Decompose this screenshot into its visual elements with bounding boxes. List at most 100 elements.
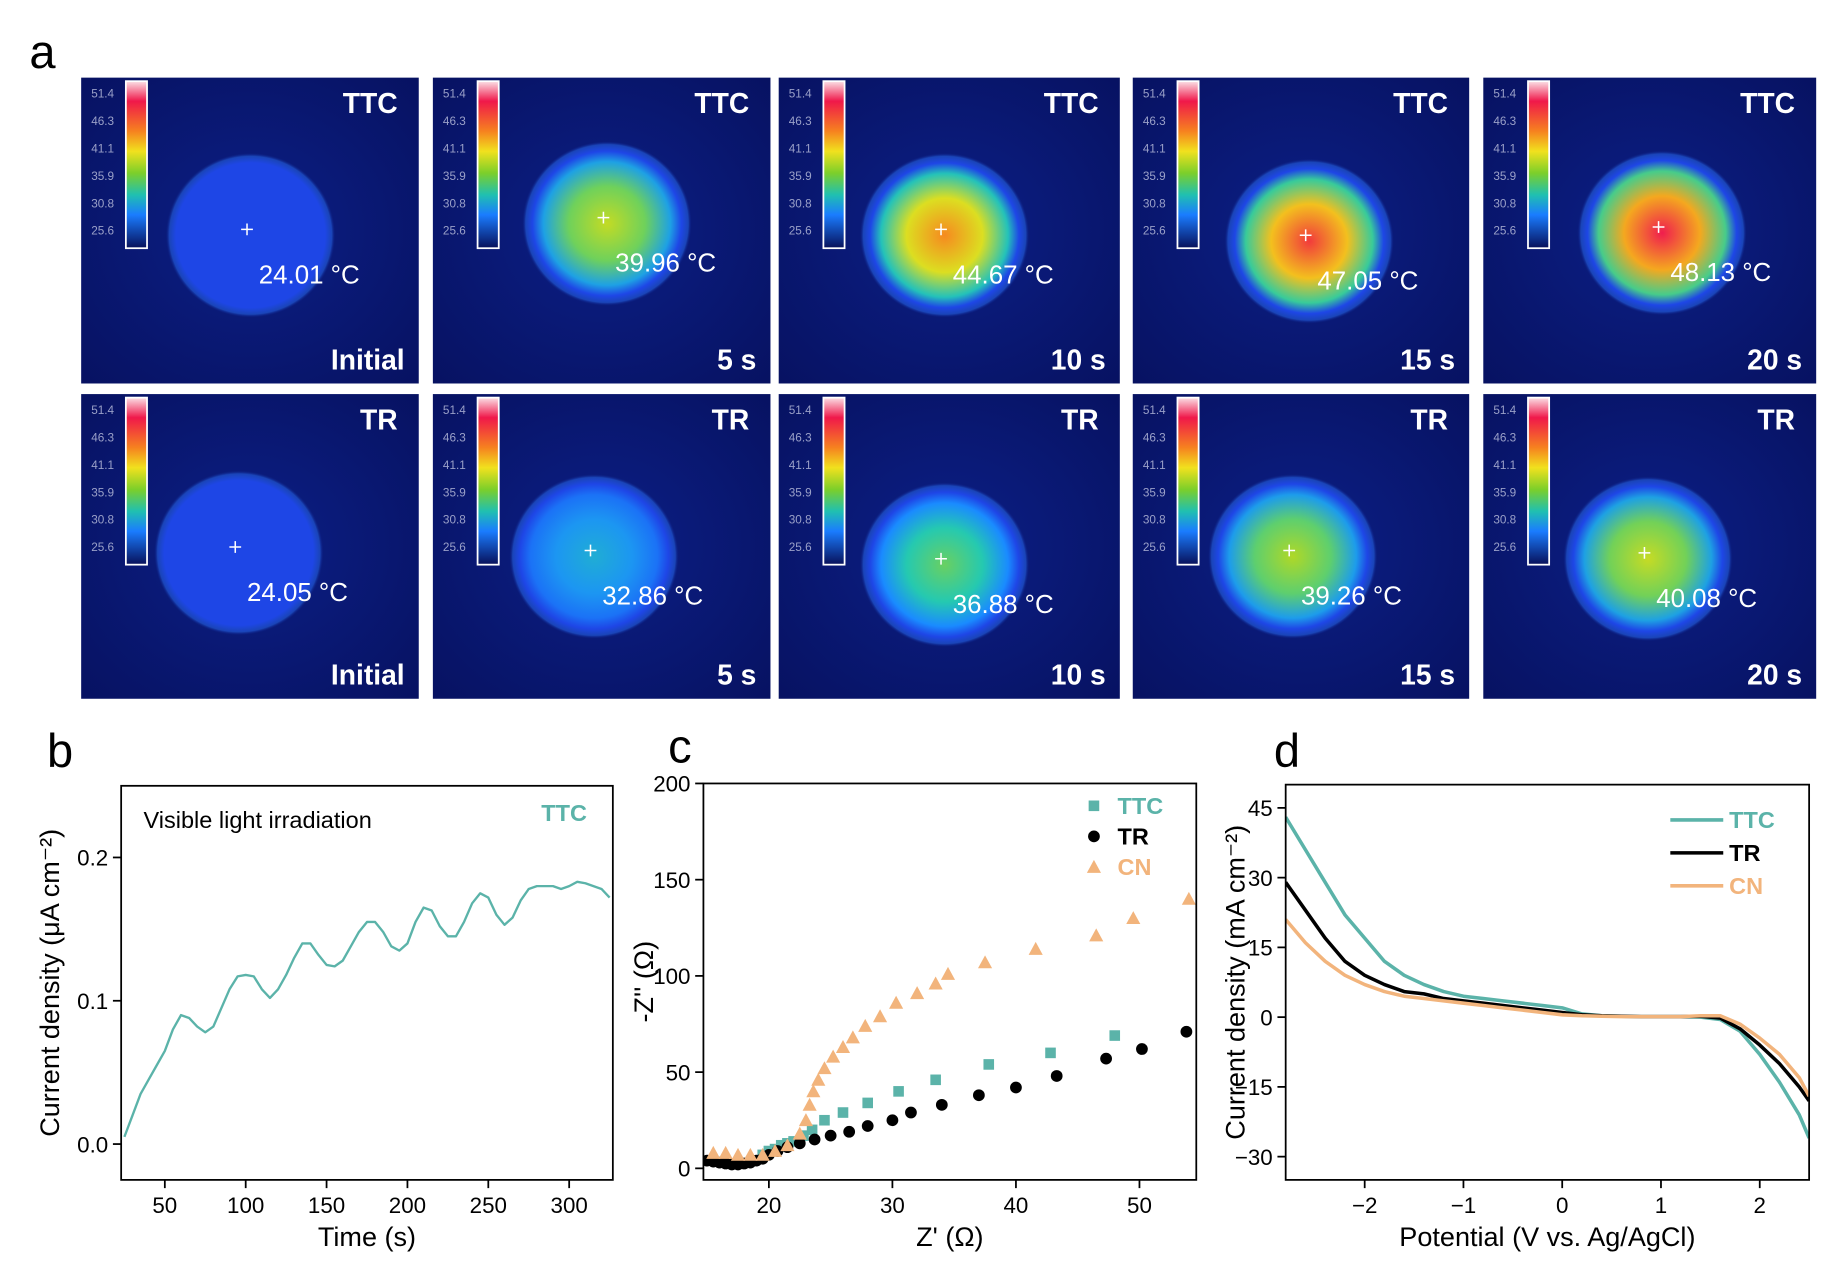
- panel-label: a: [29, 25, 56, 78]
- colorbar: [124, 80, 148, 250]
- panel-label: d: [1274, 724, 1300, 777]
- temperature-label: 24.05 °C: [247, 579, 348, 607]
- marker: [872, 1009, 888, 1023]
- marker: [940, 966, 956, 980]
- colorbar: [1527, 80, 1551, 250]
- hot-spot: [1208, 474, 1378, 639]
- marker: [1126, 911, 1141, 925]
- colorbar-tick-label: 30.8: [789, 514, 812, 527]
- time-label: 15 s: [1400, 343, 1455, 375]
- y-tick-label: 200: [653, 772, 690, 797]
- time-label: 10 s: [1051, 343, 1106, 375]
- colorbar-tick-label: 41.1: [1493, 459, 1516, 472]
- marker: [806, 1124, 818, 1136]
- colorbar-tick-label: 46.3: [443, 431, 466, 444]
- x-tick-label: 1: [1655, 1193, 1667, 1218]
- plot-area: [123, 880, 611, 1138]
- marker: [755, 1147, 770, 1161]
- y-axis-title: -Z'' (Ω): [629, 941, 659, 1023]
- marker: [845, 1030, 860, 1044]
- y-axis-title: Current density (mA cm⁻²): [1221, 825, 1251, 1140]
- axes-frame: [1284, 783, 1811, 1181]
- marker: [862, 1097, 873, 1109]
- colorbar-tick-label: 51.4: [1493, 404, 1516, 417]
- colorbar: [124, 396, 148, 566]
- y-tick-label: 0.0: [77, 1132, 108, 1157]
- marker: [817, 1061, 832, 1075]
- thermal-image: 24.05 °C TR Initial 51.4 46.3 41.1 35.9 30.8 25.…: [81, 394, 419, 699]
- chart: d −2 −1 0 1 2 45 30 15 0 −15 −30 Potential (V vs. Ag…: [1221, 724, 1811, 1252]
- marker: [808, 1133, 821, 1146]
- colorbar-tick-label: 41.1: [443, 142, 466, 155]
- temperature-label: 24.01 °C: [259, 262, 360, 290]
- marker: [730, 1147, 746, 1161]
- marker: [1100, 1052, 1112, 1065]
- colorbar-tick-label: 35.9: [91, 170, 114, 183]
- legend-marker: [1088, 800, 1100, 812]
- colorbar-tick-label: 30.8: [1493, 197, 1516, 210]
- legend-marker: [1088, 830, 1100, 843]
- colorbar-tick-label: 25.6: [91, 225, 114, 238]
- colorbar-tick-label: 35.9: [1143, 486, 1166, 499]
- marker: [1181, 891, 1196, 905]
- marker: [1010, 1081, 1022, 1094]
- marker: [802, 1097, 817, 1111]
- thermal-image: 36.88 °C TR 10 s 51.4 46.3 41.1 35.9 30.8 25.6: [778, 394, 1120, 699]
- colorbar-tick-label: 46.3: [1143, 431, 1166, 444]
- colorbar-tick-label: 35.9: [1493, 486, 1516, 499]
- time-label: 20 s: [1747, 659, 1802, 691]
- hot-spot: [1577, 150, 1747, 316]
- time-label: Initial: [331, 343, 405, 375]
- colorbar-tick-label: 25.6: [1143, 541, 1166, 554]
- hot-spot: [154, 470, 324, 636]
- marker: [793, 1137, 806, 1150]
- x-tick-label: −1: [1451, 1193, 1476, 1218]
- legend-label: CN: [1729, 873, 1763, 899]
- x-tick-label: −2: [1352, 1193, 1377, 1218]
- crosshair: [935, 552, 947, 565]
- y-tick-label: 45: [1248, 796, 1273, 821]
- colorbar-tick-label: 35.9: [1493, 170, 1516, 183]
- marker: [718, 1145, 733, 1159]
- hot-spot: [522, 141, 692, 306]
- colorbar-tick-label: 35.9: [789, 170, 812, 183]
- y-tick-label: −15: [1235, 1075, 1273, 1100]
- marker: [983, 1059, 995, 1070]
- chart: c 20 30 40 50 0 50 100 150 200 Z' (Ω) -Z'' (Ω) TTC TR…: [629, 719, 1198, 1252]
- legend-label: TTC: [541, 800, 587, 826]
- temperature-label: 48.13 °C: [1670, 259, 1771, 287]
- colorbar: [1176, 396, 1200, 566]
- colorbar-tick-label: 25.6: [1143, 225, 1166, 238]
- crosshair: [597, 211, 610, 224]
- colorbar-tick-label: 46.3: [443, 115, 466, 128]
- x-axis-title: Z' (Ω): [916, 1222, 983, 1252]
- temperature-label: 44.67 °C: [953, 262, 1054, 290]
- hot-spot: [165, 152, 336, 318]
- marker: [1136, 1043, 1148, 1055]
- y-axis-title: Current density (μA cm⁻²): [35, 829, 65, 1137]
- marker: [1045, 1047, 1056, 1059]
- thermal-image: 24.01 °C TTC Initial 51.4 46.3 41.1 35.9 30.8 25…: [81, 77, 419, 384]
- x-tick-label: 50: [152, 1193, 177, 1218]
- plot-area: [1285, 816, 1810, 1139]
- y-tick-label: 0.2: [77, 846, 108, 871]
- x-tick-label: 20: [756, 1193, 781, 1218]
- thermal-image: 48.13 °C TTC 20 s 51.4 46.3 41.1 35.9 30.8 25.6: [1483, 77, 1817, 384]
- crosshair: [1638, 547, 1651, 559]
- marker: [935, 1098, 948, 1111]
- crosshair: [584, 544, 597, 557]
- marker: [1109, 1030, 1121, 1041]
- marker: [1028, 941, 1043, 955]
- colorbar-tick-label: 51.4: [91, 404, 114, 417]
- marker: [889, 995, 904, 1009]
- plot-area: [703, 891, 1196, 1171]
- colorbar-tick-label: 41.1: [789, 459, 812, 472]
- time-label: 10 s: [1051, 659, 1106, 691]
- colorbar-tick-label: 46.3: [91, 431, 114, 444]
- marker: [768, 1143, 783, 1157]
- legend-label: TTC: [1729, 807, 1775, 833]
- panel-label: c: [668, 719, 692, 772]
- colorbar-tick-label: 25.6: [789, 225, 812, 238]
- y-tick-label: 50: [666, 1060, 691, 1085]
- colorbar-tick-label: 25.6: [443, 541, 466, 554]
